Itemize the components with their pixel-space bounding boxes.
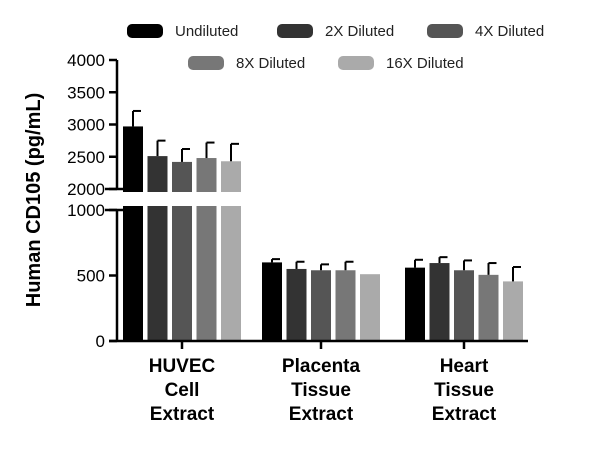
legend-swatch-2x-diluted	[277, 24, 313, 38]
legend-label-undiluted: Undiluted	[175, 23, 238, 40]
y-tick-label: 2500	[67, 148, 105, 167]
y-tick-label: 0	[96, 332, 105, 351]
bar-2x-diluted-1	[147, 156, 168, 341]
bar-8x-diluted-2	[335, 270, 356, 341]
legend-swatch-8x-diluted	[188, 56, 224, 70]
bar-2x-diluted-2	[286, 268, 307, 341]
category-label-line: Extract	[150, 404, 215, 425]
bar-16x-diluted-1	[221, 161, 241, 341]
category-label-line: Placenta	[282, 356, 361, 377]
y-tick-label: 500	[77, 267, 105, 286]
y-tick-label: 2000	[67, 180, 105, 199]
y-tick-label: 3500	[67, 83, 105, 102]
category-label-line: Extract	[289, 404, 354, 425]
bar-2x-diluted-3	[429, 263, 450, 341]
category-label: Heart Tissue Extract	[432, 356, 497, 425]
legend-swatch-16x-diluted	[338, 56, 374, 70]
category-label-line: Heart	[440, 356, 489, 377]
y-tick-label: 3000	[67, 116, 105, 135]
bar-4x-diluted-2	[311, 270, 331, 341]
legend-swatch-4x-diluted	[427, 24, 463, 38]
y-tick-label: 4000	[67, 51, 105, 70]
bar-undiluted-3	[405, 267, 425, 341]
category-label-line: Extract	[432, 404, 497, 425]
category-label: HUVEC Cell Extract	[149, 356, 216, 425]
category-label-line: HUVEC	[149, 356, 216, 377]
bar-4x-diluted-3	[454, 270, 474, 341]
bar-8x-diluted-3	[478, 274, 499, 341]
bar-8x-diluted-1	[196, 158, 217, 341]
bar-undiluted-1	[123, 126, 143, 341]
legend-label-4x-diluted: 4X Diluted	[475, 23, 544, 40]
y-axis-label: Human CD105 (pg/mL)	[23, 93, 45, 307]
legend-label-16x-diluted: 16X Diluted	[386, 55, 464, 72]
category-label-line: Cell	[165, 380, 200, 401]
legend-label-8x-diluted: 8X Diluted	[236, 55, 305, 72]
bar-4x-diluted-1	[172, 161, 192, 341]
category-label-line: Tissue	[434, 380, 494, 401]
legend-swatch-undiluted	[127, 24, 163, 38]
y-tick-label: 1000	[67, 201, 105, 220]
bar-16x-diluted-2	[360, 274, 380, 341]
bar-16x-diluted-3	[503, 281, 523, 341]
bar-undiluted-2	[262, 262, 282, 341]
legend-label-2x-diluted: 2X Diluted	[325, 23, 394, 40]
category-label-line: Tissue	[291, 380, 351, 401]
category-label: Placenta Tissue Extract	[282, 356, 361, 425]
axis-break-gap	[113, 192, 373, 206]
